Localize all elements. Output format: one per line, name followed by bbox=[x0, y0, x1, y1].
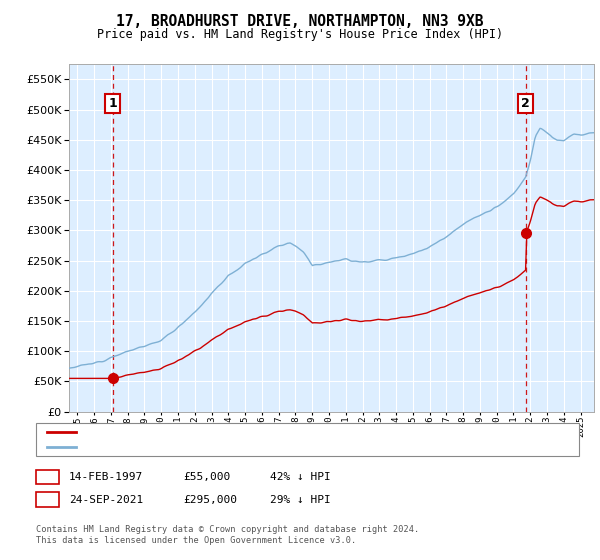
Text: 1: 1 bbox=[109, 97, 118, 110]
Text: 17, BROADHURST DRIVE, NORTHAMPTON, NN3 9XB (detached house): 17, BROADHURST DRIVE, NORTHAMPTON, NN3 9… bbox=[83, 427, 437, 437]
Text: 2: 2 bbox=[521, 97, 530, 110]
Text: £55,000: £55,000 bbox=[183, 472, 230, 482]
Text: 29% ↓ HPI: 29% ↓ HPI bbox=[270, 494, 331, 505]
Text: 24-SEP-2021: 24-SEP-2021 bbox=[69, 494, 143, 505]
Text: 17, BROADHURST DRIVE, NORTHAMPTON, NN3 9XB: 17, BROADHURST DRIVE, NORTHAMPTON, NN3 9… bbox=[116, 14, 484, 29]
Text: 2: 2 bbox=[44, 493, 51, 506]
Text: Contains HM Land Registry data © Crown copyright and database right 2024.
This d: Contains HM Land Registry data © Crown c… bbox=[36, 525, 419, 545]
Text: HPI: Average price, detached house, West Northamptonshire: HPI: Average price, detached house, West… bbox=[83, 442, 425, 452]
Text: Price paid vs. HM Land Registry's House Price Index (HPI): Price paid vs. HM Land Registry's House … bbox=[97, 28, 503, 41]
Text: 42% ↓ HPI: 42% ↓ HPI bbox=[270, 472, 331, 482]
Text: 14-FEB-1997: 14-FEB-1997 bbox=[69, 472, 143, 482]
Text: £295,000: £295,000 bbox=[183, 494, 237, 505]
Text: 1: 1 bbox=[44, 470, 51, 484]
